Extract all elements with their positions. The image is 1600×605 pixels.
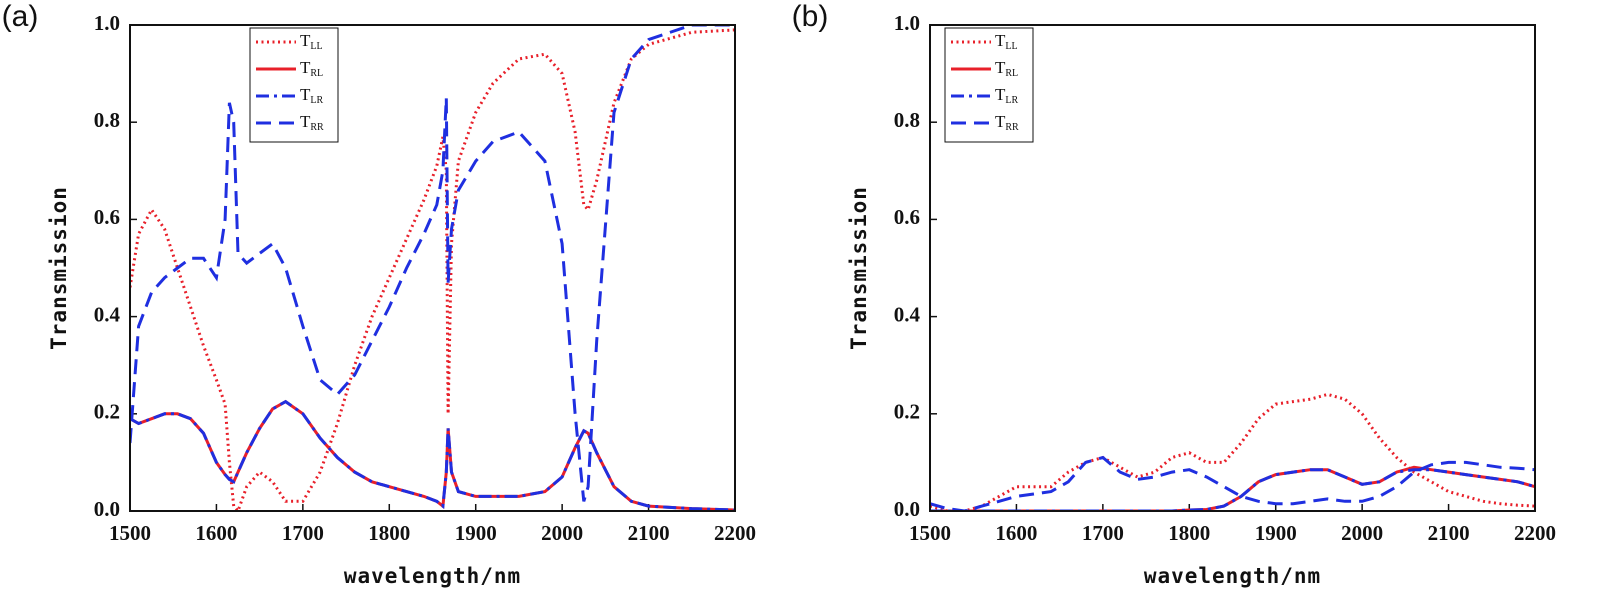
x-tick-label: 1800 bbox=[1168, 521, 1210, 545]
legend-label: TRL bbox=[995, 58, 1018, 79]
legend-label: TRR bbox=[995, 112, 1019, 133]
plot-frame bbox=[929, 24, 1536, 512]
y-tick-label: 1.0 bbox=[94, 11, 120, 35]
x-tick-label: 1500 bbox=[909, 521, 951, 545]
series-line bbox=[930, 468, 1535, 511]
series-line bbox=[930, 392, 1535, 511]
y-tick-label: 0.4 bbox=[94, 302, 121, 326]
y-tick-label: 0.0 bbox=[94, 497, 120, 521]
x-tick-label: 2000 bbox=[541, 521, 583, 545]
series-line bbox=[130, 399, 735, 511]
y-tick-label: 0.2 bbox=[894, 400, 920, 424]
y-tick-label: 0.8 bbox=[94, 108, 120, 132]
x-tick-label: 1600 bbox=[995, 521, 1037, 545]
plot-frame bbox=[129, 24, 736, 512]
legend-label: TRL bbox=[300, 58, 323, 79]
y-tick-label: 1.0 bbox=[894, 11, 920, 35]
series-line bbox=[930, 465, 1535, 511]
y-tick-label: 0.6 bbox=[894, 205, 920, 229]
y-tick-label: 0.2 bbox=[94, 400, 120, 424]
x-tick-label: 2200 bbox=[1514, 521, 1556, 545]
x-tick-label: 1800 bbox=[368, 521, 410, 545]
series-line bbox=[930, 455, 1535, 511]
y-tick-label: 0.8 bbox=[894, 108, 920, 132]
x-tick-label: 1600 bbox=[195, 521, 237, 545]
legend-label: TLR bbox=[995, 85, 1018, 106]
x-tick-label: 1900 bbox=[1255, 521, 1297, 545]
y-tick-label: 0.6 bbox=[94, 205, 120, 229]
legend-label: TLR bbox=[300, 85, 323, 106]
panel-label: (a) bbox=[2, 0, 39, 33]
x-axis-title: wavelength/nm bbox=[344, 564, 521, 588]
y-tick-label: 0.0 bbox=[894, 497, 920, 521]
legend-label: TRR bbox=[300, 112, 324, 133]
x-tick-label: 1900 bbox=[455, 521, 497, 545]
legend-label: TLL bbox=[300, 31, 323, 52]
x-tick-label: 2100 bbox=[1428, 521, 1470, 545]
x-tick-label: 1500 bbox=[109, 521, 151, 545]
x-tick-label: 1700 bbox=[282, 521, 324, 545]
legend-box bbox=[249, 27, 339, 143]
legend-label: TLL bbox=[995, 31, 1018, 52]
y-axis-title: Transmission bbox=[47, 186, 71, 350]
x-tick-label: 2000 bbox=[1341, 521, 1383, 545]
series-line bbox=[130, 28, 735, 511]
x-tick-label: 1700 bbox=[1082, 521, 1124, 545]
series-line bbox=[130, 399, 735, 511]
legend-box bbox=[944, 27, 1034, 143]
x-axis-title: wavelength/nm bbox=[1144, 564, 1321, 588]
x-tick-label: 2200 bbox=[714, 521, 756, 545]
y-axis-title: Transmission bbox=[847, 186, 871, 350]
series-line bbox=[130, 25, 735, 502]
x-tick-label: 2100 bbox=[628, 521, 670, 545]
y-tick-label: 0.4 bbox=[894, 302, 921, 326]
panel-label: (b) bbox=[792, 0, 829, 33]
